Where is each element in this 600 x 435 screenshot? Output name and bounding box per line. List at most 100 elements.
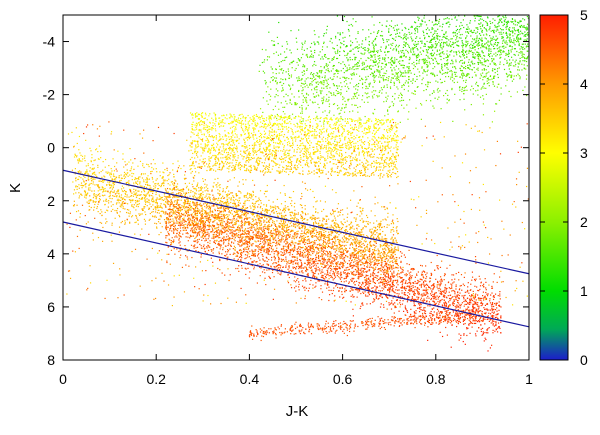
data-point — [360, 52, 362, 54]
data-point — [379, 127, 381, 129]
data-point — [218, 123, 220, 125]
data-point — [324, 167, 326, 169]
data-point — [329, 77, 331, 79]
data-point — [265, 148, 267, 151]
data-point — [401, 104, 403, 106]
data-point — [527, 56, 529, 58]
data-point — [435, 80, 437, 82]
data-point — [465, 79, 467, 81]
data-point — [393, 38, 395, 40]
data-point — [277, 42, 279, 45]
data-point — [410, 26, 412, 28]
data-point — [191, 127, 193, 130]
data-point — [392, 168, 394, 170]
data-point — [473, 45, 476, 48]
data-point — [302, 65, 304, 68]
data-point — [271, 129, 273, 131]
data-point — [383, 75, 385, 77]
data-point — [322, 58, 324, 60]
data-point — [159, 175, 161, 177]
data-point — [242, 145, 244, 147]
data-point — [310, 72, 313, 74]
data-point — [516, 29, 518, 32]
data-point — [448, 43, 451, 45]
data-point — [328, 99, 330, 101]
data-point — [158, 194, 160, 196]
data-point — [268, 93, 270, 96]
data-point — [276, 124, 278, 126]
data-point — [403, 54, 405, 56]
data-point — [269, 81, 271, 83]
data-point — [354, 59, 356, 61]
data-point — [300, 116, 302, 118]
data-point — [440, 44, 442, 46]
data-point — [277, 123, 279, 125]
data-point — [383, 59, 386, 61]
data-point — [268, 149, 270, 152]
data-point — [221, 167, 224, 169]
data-point — [349, 199, 352, 201]
data-point — [527, 45, 529, 48]
data-point — [465, 51, 467, 53]
data-point — [336, 143, 338, 145]
data-point — [332, 150, 334, 152]
data-point — [509, 36, 511, 39]
data-point — [433, 52, 436, 54]
data-point — [431, 55, 433, 57]
data-point — [439, 43, 442, 45]
data-point — [220, 121, 222, 124]
data-point — [239, 122, 241, 124]
data-point — [337, 120, 339, 122]
data-point — [477, 61, 479, 64]
data-point — [192, 162, 194, 164]
data-point — [335, 89, 337, 92]
data-point — [502, 51, 504, 53]
data-point — [359, 136, 361, 138]
data-point — [284, 78, 287, 80]
data-point — [363, 63, 365, 65]
data-point — [339, 92, 341, 94]
data-point — [215, 201, 217, 204]
data-point — [282, 89, 284, 91]
data-point — [431, 57, 433, 60]
data-point — [345, 168, 348, 171]
data-point — [370, 68, 372, 70]
data-point — [275, 149, 277, 151]
data-point — [281, 119, 284, 121]
data-point — [479, 55, 482, 58]
data-point — [506, 22, 508, 25]
data-point — [486, 16, 489, 18]
data-point — [197, 122, 200, 124]
data-point — [433, 90, 435, 92]
data-point — [227, 122, 230, 125]
data-point — [299, 60, 301, 62]
data-point — [276, 170, 278, 172]
data-point — [286, 41, 288, 43]
data-point — [101, 211, 103, 213]
data-point — [227, 144, 229, 146]
data-point — [325, 100, 327, 102]
data-point — [434, 23, 436, 26]
data-point — [436, 44, 438, 46]
data-point — [268, 137, 270, 140]
data-point — [445, 17, 447, 20]
data-point — [278, 133, 281, 135]
data-point — [275, 80, 277, 82]
data-point — [379, 145, 382, 147]
data-point — [520, 52, 522, 54]
data-point — [281, 130, 283, 133]
data-point — [229, 155, 231, 157]
data-point — [247, 130, 249, 132]
data-point — [373, 156, 375, 158]
data-point — [395, 136, 397, 138]
data-point — [501, 33, 503, 35]
data-point — [374, 58, 376, 60]
data-point — [300, 121, 303, 123]
data-point — [336, 57, 339, 60]
data-point — [443, 53, 445, 55]
data-point — [350, 40, 352, 42]
data-point — [504, 20, 506, 23]
data-point — [458, 87, 461, 89]
data-point — [288, 126, 290, 129]
data-point — [233, 139, 235, 141]
